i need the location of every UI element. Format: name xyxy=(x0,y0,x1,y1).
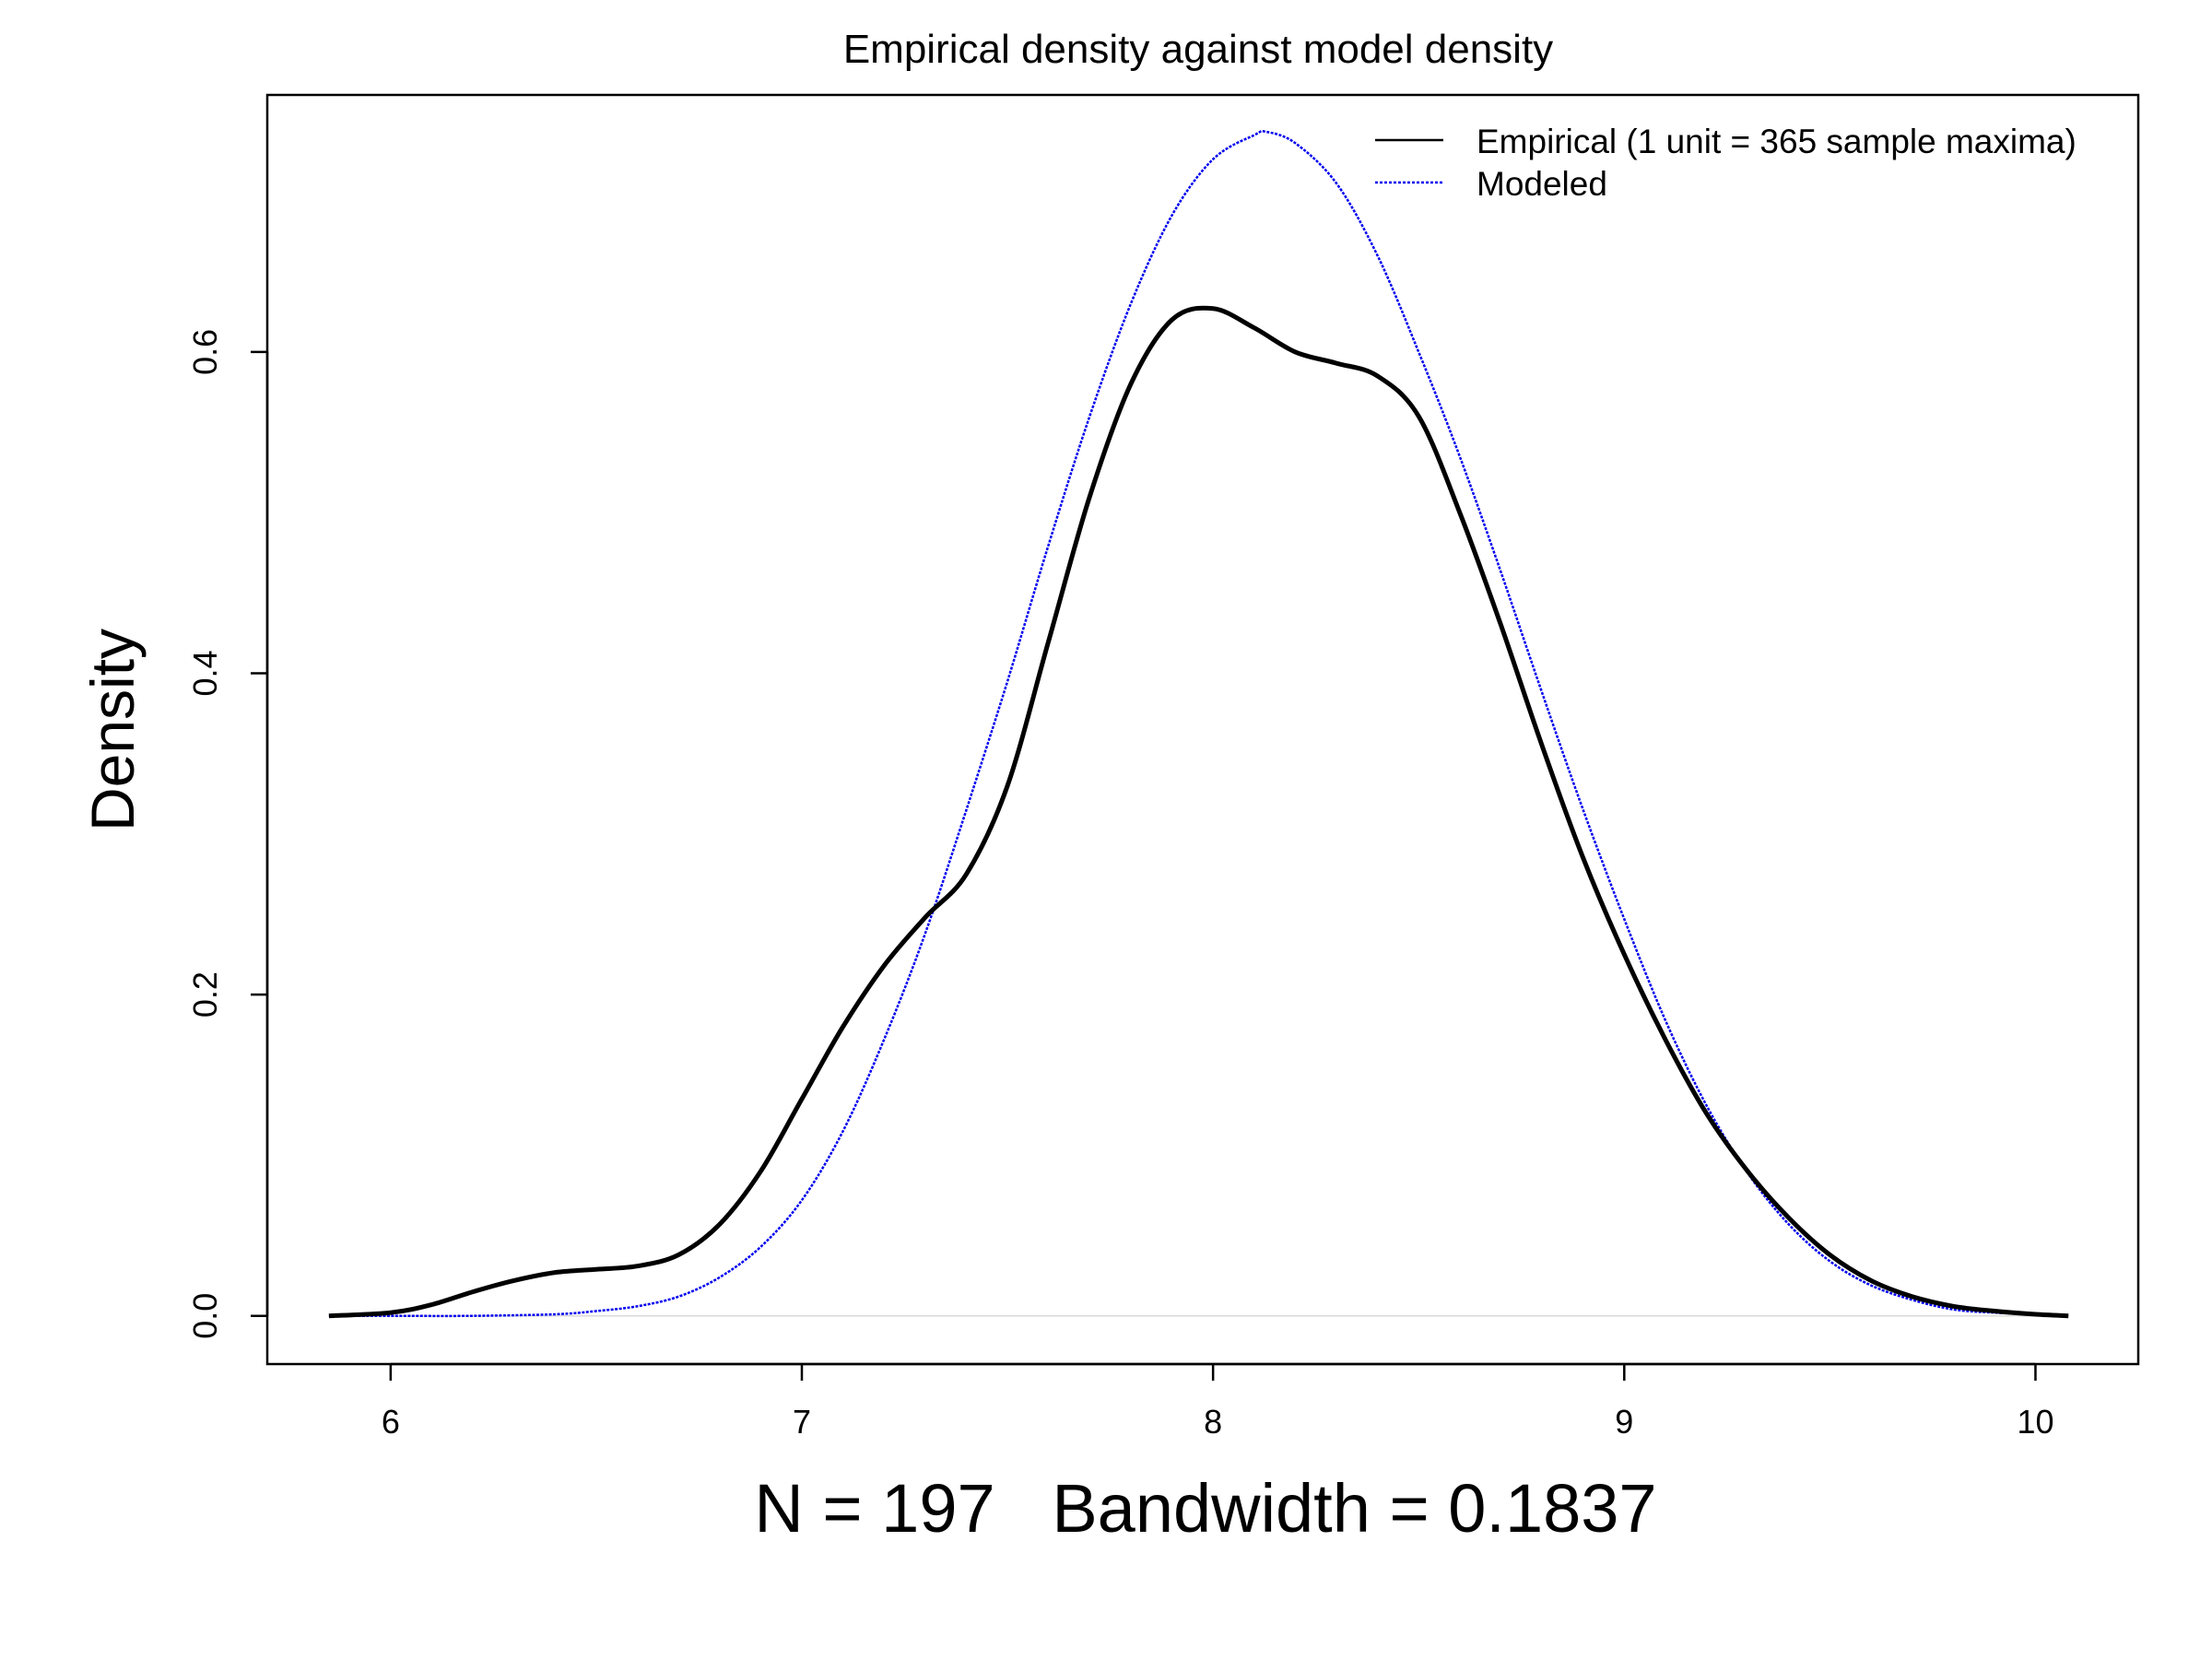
x-tick-label: 6 xyxy=(382,1403,400,1441)
y-axis-label: Density xyxy=(78,629,147,831)
x-tick-label: 7 xyxy=(793,1403,811,1441)
empirical-density-line xyxy=(328,305,2069,1319)
x-tick-label: 9 xyxy=(1615,1403,1633,1441)
y-tick-label: 0.4 xyxy=(186,650,224,696)
x-tick-label: 10 xyxy=(2017,1403,2053,1441)
y-tick-label: 0.6 xyxy=(186,329,224,375)
legend: Empirical (1 unit = 365 sample maxima) M… xyxy=(1375,123,2077,203)
legend-label-empirical: Empirical (1 unit = 365 sample maxima) xyxy=(1477,123,2077,160)
x-tick-label: 8 xyxy=(1204,1403,1222,1441)
series-layer xyxy=(328,129,2069,1319)
y-tick-label: 0.2 xyxy=(186,971,224,1018)
chart-title: Empirical density against model density xyxy=(843,27,1553,72)
legend-label-modeled: Modeled xyxy=(1477,165,1607,203)
plot-frame xyxy=(265,93,2140,1366)
y-tick-label: 0.0 xyxy=(186,1293,224,1339)
x-axis-label: N = 197 Bandwidth = 0.1837 xyxy=(754,1470,1656,1547)
y-axis: 0.0 0.2 0.4 0.6 xyxy=(186,329,269,1339)
x-axis: 6 7 8 9 10 xyxy=(382,1362,2053,1441)
